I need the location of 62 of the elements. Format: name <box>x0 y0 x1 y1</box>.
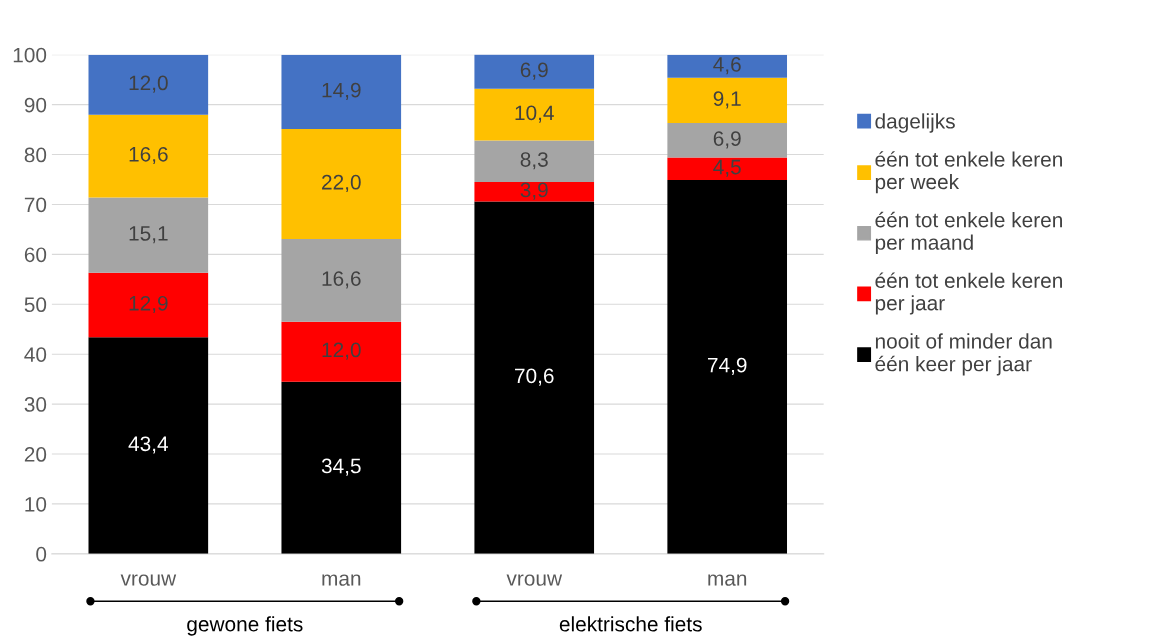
data-label: 4,5 <box>713 159 741 177</box>
bar <box>667 77 788 124</box>
y-tick-label: 70 <box>24 197 47 213</box>
x-tick-label: man <box>322 574 361 586</box>
y-tick-label: 80 <box>24 147 47 163</box>
data-label: 4,6 <box>713 57 741 75</box>
bar <box>667 180 788 554</box>
data-label: 43,4 <box>128 436 168 454</box>
data-label: 16,6 <box>322 271 361 289</box>
bar <box>88 114 209 198</box>
bar <box>281 381 402 554</box>
bar <box>88 197 209 273</box>
y-tick-label: 40 <box>24 347 47 362</box>
bar <box>474 140 595 183</box>
x-tick-label: man <box>708 574 747 586</box>
bar <box>281 238 402 322</box>
data-label: 12,0 <box>129 75 168 93</box>
data-label: 14,9 <box>322 82 361 100</box>
y-tick-label: 100 <box>13 47 47 63</box>
legend-label: één tot enkele keren per jaar <box>875 272 1062 315</box>
data-label: 12,0 <box>322 342 361 360</box>
bar <box>88 54 209 115</box>
y-tick-label: 50 <box>24 297 47 313</box>
data-label: 8,3 <box>520 152 548 170</box>
data-label: 6,9 <box>713 131 741 149</box>
bar <box>474 88 595 141</box>
text: elektrische fiets <box>559 616 702 632</box>
y-tick-label: 10 <box>25 496 47 512</box>
data-label: 10,4 <box>515 105 554 123</box>
data-label: 16,6 <box>129 146 168 165</box>
bar <box>667 157 788 181</box>
y-tick-label: 20 <box>24 447 47 462</box>
legend-label: één tot enkele keren per maand <box>875 211 1062 254</box>
data-label: 15,1 <box>129 226 168 244</box>
y-tick-label: 30 <box>24 397 47 412</box>
bar <box>281 54 402 130</box>
legend-label: één tot enkele keren per week <box>875 151 1062 194</box>
x-tick-label: vrouw <box>120 574 177 586</box>
legend-label: dagelijks <box>875 113 955 133</box>
data-label: 34,5 <box>321 458 361 476</box>
bar <box>474 54 595 89</box>
data-label: 22,0 <box>322 174 361 193</box>
y-tick-label: 0 <box>36 546 47 562</box>
data-label: 6,9 <box>520 62 548 80</box>
y-tick-label: 60 <box>24 247 47 263</box>
bar <box>667 123 788 158</box>
bar <box>88 272 209 338</box>
data-label: 12,9 <box>129 295 168 314</box>
data-label: 9,1 <box>713 91 741 109</box>
legend-label: nooit of minder dan één keer per jaar <box>875 333 1052 376</box>
bar <box>474 201 595 554</box>
text: gewone fiets <box>187 616 303 636</box>
data-label: 74,9 <box>708 357 747 375</box>
bar <box>88 337 209 554</box>
y-tick-label: 90 <box>24 97 47 113</box>
x-tick-label: vrouw <box>506 574 563 586</box>
bar <box>667 54 788 78</box>
bar <box>281 321 402 382</box>
bar <box>281 129 402 239</box>
bar <box>474 182 595 202</box>
data-label: 3,9 <box>520 182 548 200</box>
data-label: 70,6 <box>515 368 554 386</box>
